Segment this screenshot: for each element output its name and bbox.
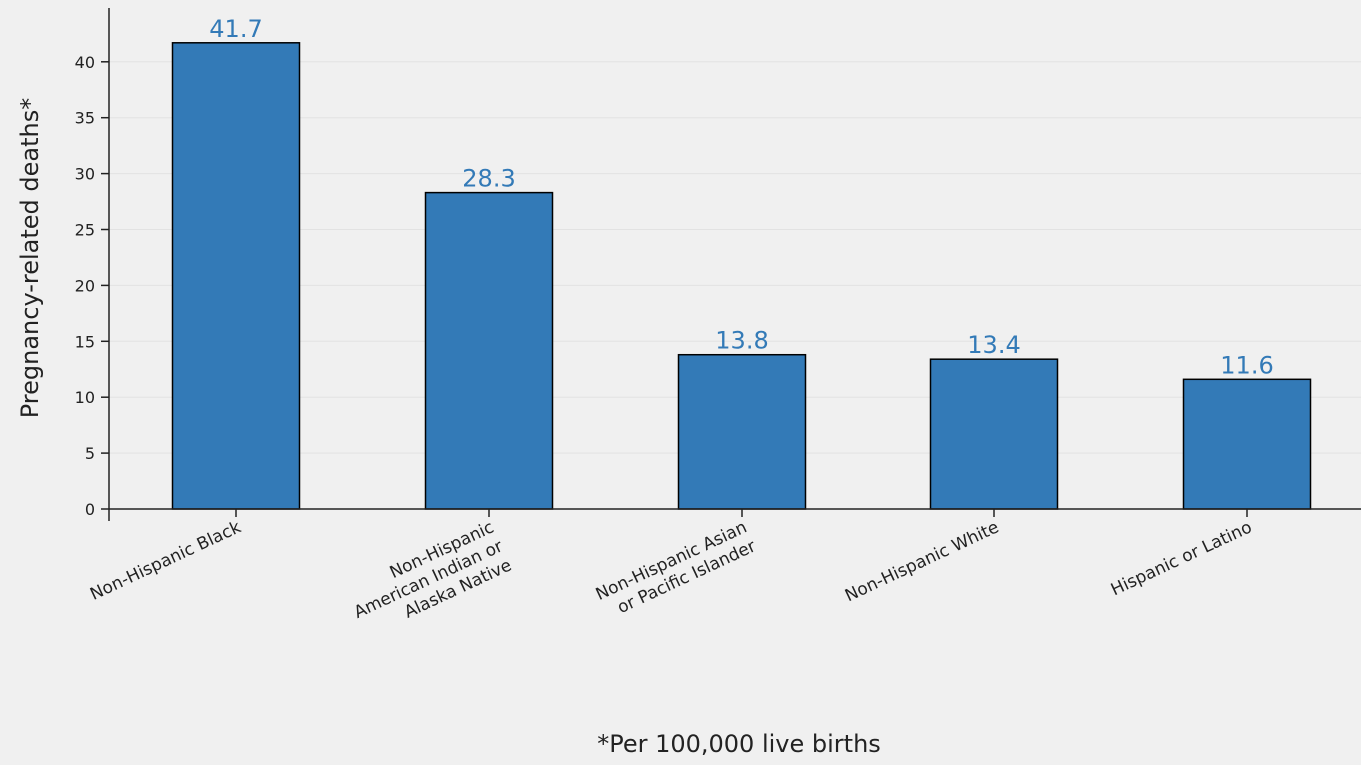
- y-tick-label: 5: [85, 444, 95, 463]
- x-tick-label: Non-Hispanic Black: [87, 517, 244, 604]
- y-tick-label: 10: [75, 388, 95, 407]
- y-tick-label: 30: [75, 165, 95, 184]
- y-axis-title: Pregnancy-related deaths*: [16, 98, 44, 419]
- y-tick-label: 15: [75, 332, 95, 351]
- y-tick-label: 40: [75, 53, 95, 72]
- bar: [171, 42, 301, 510]
- gridlines: [109, 61, 1361, 454]
- axes: [108, 8, 1361, 521]
- bar-value-label: 13.4: [967, 331, 1020, 359]
- bar-value-label: 11.6: [1220, 351, 1273, 379]
- y-tick-label: 25: [75, 221, 95, 240]
- y-tick-label: 20: [75, 276, 95, 295]
- bar: [677, 353, 807, 510]
- x-tick-label: Non-Hispanic White: [842, 517, 1002, 606]
- bar-value-label: 28.3: [462, 165, 515, 193]
- bars: [171, 42, 1312, 510]
- y-tick-label: 0: [85, 500, 95, 519]
- bar: [1182, 378, 1312, 510]
- x-tick-label-line: Hispanic or Latino: [1108, 517, 1255, 600]
- x-tick-label: Hispanic or Latino: [1108, 517, 1255, 600]
- bar-value-label: 41.7: [209, 15, 262, 43]
- bar: [424, 191, 554, 510]
- y-ticks: 0 5 10 15 20 25 30 35 40: [75, 53, 109, 519]
- footnote: *Per 100,000 live births: [597, 730, 881, 758]
- bar-value-label: 13.8: [715, 327, 768, 355]
- x-tick-label-line: Non-Hispanic Black: [87, 517, 244, 604]
- x-tick-label-line: Non-Hispanic White: [842, 517, 1002, 606]
- bar: [929, 358, 1059, 510]
- value-labels: 41.7 28.3 13.8 13.4 11.6: [209, 15, 1273, 380]
- y-tick-label: 35: [75, 109, 95, 128]
